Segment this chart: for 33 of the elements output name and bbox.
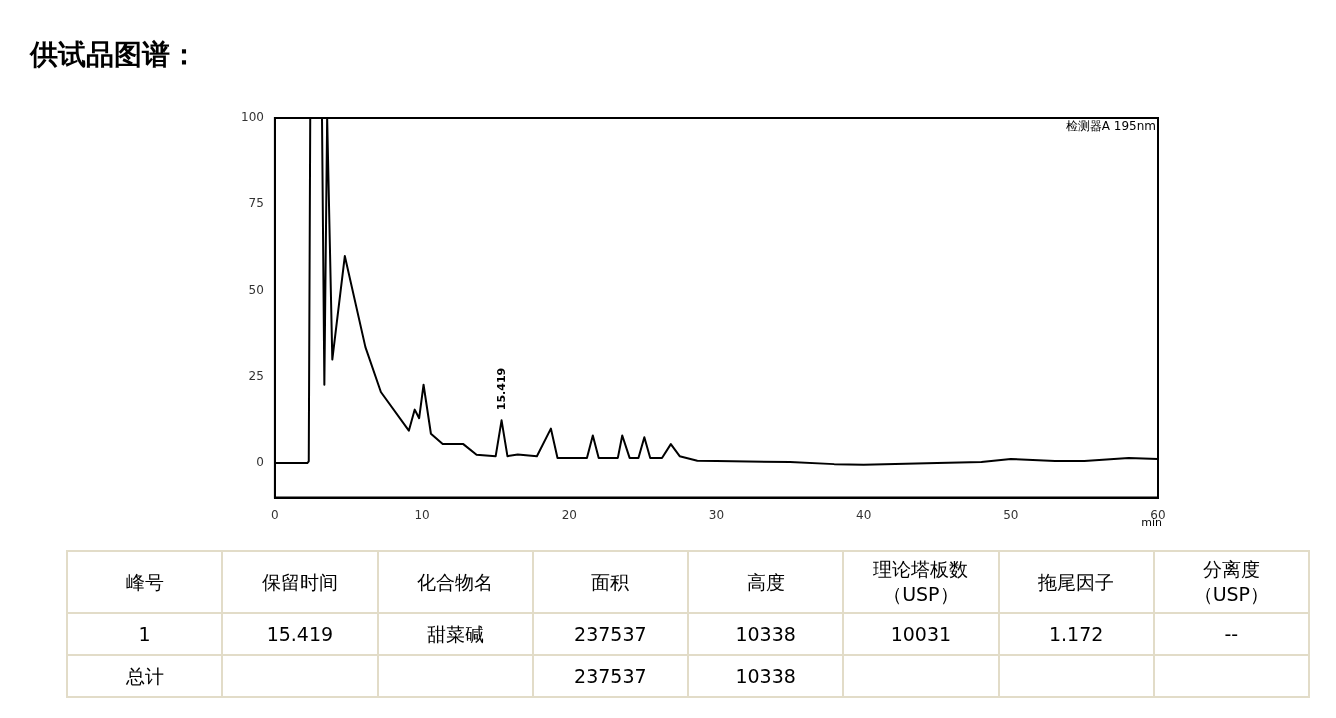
text: 1: [67, 613, 223, 655]
y-tick-label: 100: [241, 110, 264, 125]
y-tick-label: 0: [256, 455, 264, 470]
annotation: 15.419: [494, 367, 508, 411]
text: 峰号: [67, 551, 223, 613]
x-tick-label: 50: [1003, 507, 1019, 522]
text: 理论塔板数（USP）: [843, 551, 999, 613]
y-tick-label: 25: [248, 368, 264, 383]
text: --: [1153, 613, 1309, 655]
text: 高度: [688, 551, 844, 613]
text: 拖尾因子: [998, 551, 1154, 613]
text: 总计: [67, 655, 223, 697]
text: 10338: [688, 613, 844, 655]
text: 分离度（USP）: [1153, 551, 1309, 613]
text: 10338: [688, 655, 844, 697]
text: 15.419: [222, 613, 378, 655]
text: 化合物名: [377, 551, 533, 613]
text: 237537: [532, 613, 688, 655]
text: 1.172: [998, 613, 1154, 655]
chart-title: 供试品图谱：: [30, 37, 198, 73]
x-tick-label: 30: [708, 507, 725, 522]
text: 237537: [532, 655, 688, 697]
y-tick-label: 50: [248, 282, 264, 297]
annotation: 检测器A 195nm: [1065, 119, 1156, 134]
text: 面积: [532, 551, 688, 613]
x-tick-label: 0: [271, 507, 279, 522]
x-tick-label: 40: [855, 507, 872, 522]
x-tick-label: 10: [414, 507, 430, 522]
y-tick-label: 75: [248, 196, 264, 211]
x-tick-label: 20: [561, 507, 577, 522]
text: 10031: [843, 613, 999, 655]
text: 保留时间: [222, 551, 378, 613]
text: 甜菜碱: [377, 613, 533, 655]
